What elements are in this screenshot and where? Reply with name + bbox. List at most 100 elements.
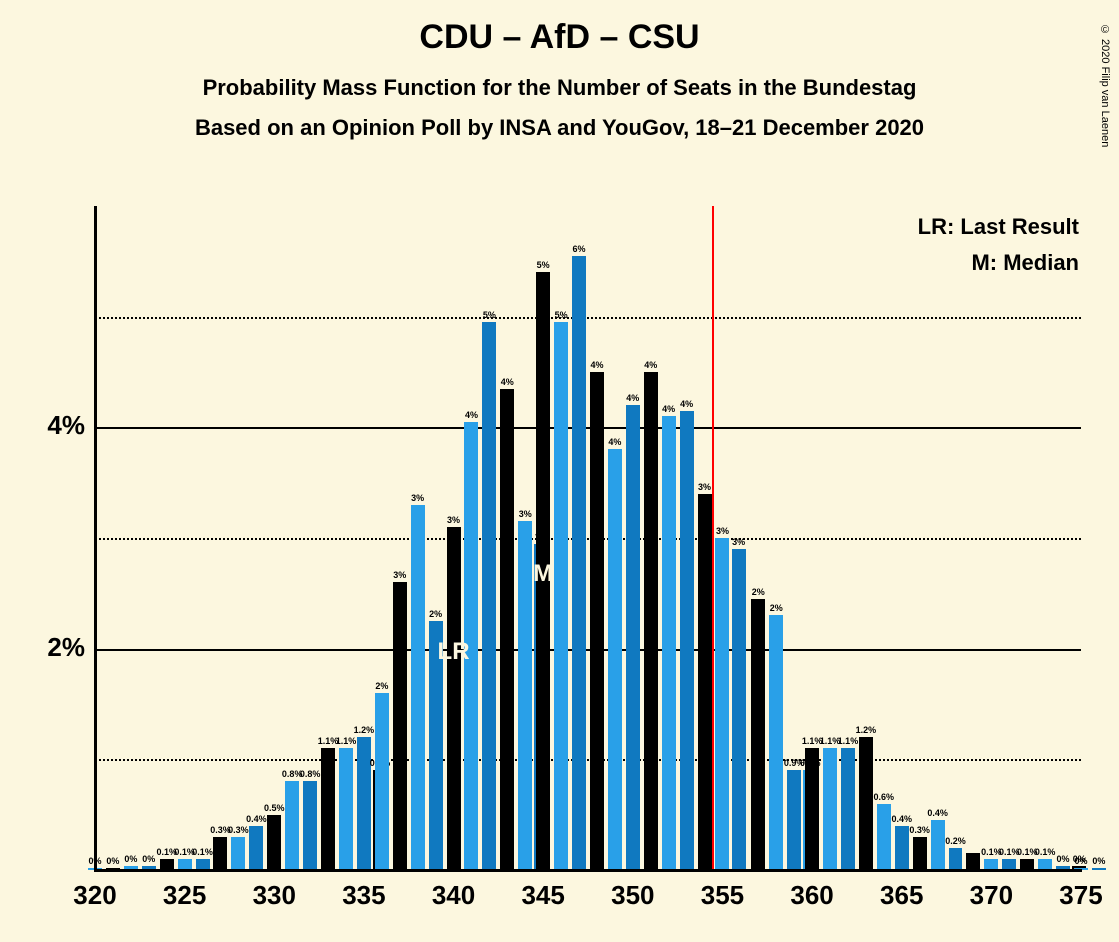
- bar: [841, 748, 855, 870]
- x-tick-label: 355: [701, 880, 744, 911]
- bar-value-label: 0.1%: [1035, 847, 1056, 857]
- grid-major: [95, 427, 1081, 429]
- bar-value-label: 2%: [375, 681, 388, 691]
- bar: [913, 837, 927, 870]
- bar-value-label: 1.2%: [354, 725, 375, 735]
- bar: [554, 322, 568, 870]
- bar-value-label: 4%: [465, 410, 478, 420]
- bar-value-label: 3%: [411, 493, 424, 503]
- x-tick-label: 350: [611, 880, 654, 911]
- bar-value-label: 0.1%: [192, 847, 213, 857]
- bar: [823, 748, 837, 870]
- bar: [680, 411, 694, 870]
- bar-value-label: 1.1%: [336, 736, 357, 746]
- bar-value-label: 0%: [1074, 856, 1087, 866]
- bar-value-label: 1.1%: [838, 736, 859, 746]
- annotation-m: M: [533, 560, 553, 588]
- bar-value-label: 0.4%: [246, 814, 267, 824]
- bar-value-label: 0.4%: [891, 814, 912, 824]
- x-tick-label: 365: [880, 880, 923, 911]
- bar: [931, 820, 945, 870]
- x-tick-label: 360: [790, 880, 833, 911]
- bar-value-label: 3%: [698, 482, 711, 492]
- bar-value-label: 5%: [555, 310, 568, 320]
- bar-value-label: 4%: [501, 377, 514, 387]
- bar-value-label: 1.2%: [856, 725, 877, 735]
- bar: [859, 737, 873, 870]
- bar: [500, 389, 514, 870]
- bar-value-label: 0.6%: [874, 792, 895, 802]
- bar: [751, 599, 765, 870]
- bar: [805, 748, 819, 870]
- bar: [285, 781, 299, 870]
- bar: [769, 615, 783, 870]
- bar: [732, 549, 746, 870]
- bar: [375, 693, 389, 870]
- bar: [267, 815, 281, 870]
- bar: [662, 416, 676, 870]
- bar-value-label: 3%: [716, 526, 729, 536]
- bar-value-label: 2%: [770, 603, 783, 613]
- bar: [518, 521, 532, 870]
- bar-value-label: 0%: [106, 856, 119, 866]
- bar: [895, 826, 909, 870]
- bar-value-label: 4%: [644, 360, 657, 370]
- bar: [572, 256, 586, 870]
- x-tick-label: 345: [521, 880, 564, 911]
- bar-value-label: 4%: [590, 360, 603, 370]
- bar-value-label: 0.2%: [945, 836, 966, 846]
- bar: [590, 372, 604, 870]
- bar-value-label: 3%: [519, 509, 532, 519]
- x-tick-label: 340: [432, 880, 475, 911]
- x-tick-label: 335: [342, 880, 385, 911]
- bar-value-label: 3%: [732, 537, 745, 547]
- bar-value-label: 0%: [142, 854, 155, 864]
- bar-value-label: 3%: [393, 570, 406, 580]
- majority-line: [712, 206, 714, 870]
- x-tick-label: 370: [970, 880, 1013, 911]
- grid-minor: [95, 759, 1081, 761]
- bar: [357, 737, 371, 870]
- x-tick-label: 330: [253, 880, 296, 911]
- bar-value-label: 4%: [608, 437, 621, 447]
- bar: [213, 837, 227, 870]
- grid-minor: [95, 317, 1081, 319]
- bar: [411, 505, 425, 870]
- y-axis: [94, 206, 97, 871]
- y-tick-label: 2%: [35, 632, 85, 663]
- copyright-text: © 2020 Filip van Laenen: [1099, 24, 1111, 147]
- bar-value-label: 6%: [573, 244, 586, 254]
- bar: [393, 582, 407, 870]
- bar-value-label: 0%: [1092, 856, 1105, 866]
- bar-value-label: 2%: [429, 609, 442, 619]
- bar: [966, 853, 980, 870]
- bar-value-label: 5%: [483, 310, 496, 320]
- bar: [626, 405, 640, 870]
- bar-value-label: 4%: [662, 404, 675, 414]
- y-tick-label: 4%: [35, 410, 85, 441]
- chart-title: CDU – AfD – CSU: [0, 18, 1119, 57]
- bar-value-label: 3%: [447, 515, 460, 525]
- x-tick-label: 325: [163, 880, 206, 911]
- bar-value-label: 0.5%: [264, 803, 285, 813]
- bar: [949, 848, 963, 870]
- bar: [787, 770, 801, 870]
- bar: [321, 748, 335, 870]
- annotation-lr: LR: [438, 638, 470, 666]
- bar-value-label: 0.4%: [927, 808, 948, 818]
- bar: [482, 322, 496, 870]
- bar-value-label: 4%: [626, 393, 639, 403]
- bar-value-label: 0.8%: [300, 769, 321, 779]
- bar: [715, 538, 729, 870]
- bar-value-label: 0.3%: [228, 825, 249, 835]
- bar: [644, 372, 658, 870]
- pmf-bar-chart: 2%4%0%0%0%0%0.1%0.1%0.1%0.3%0.3%0.4%0.5%…: [95, 206, 1081, 870]
- bar-value-label: 0%: [1057, 854, 1070, 864]
- bar-value-label: 5%: [537, 260, 550, 270]
- chart-subtitle-1: Probability Mass Function for the Number…: [0, 75, 1119, 101]
- bar: [698, 494, 712, 870]
- bar-value-label: 0.3%: [909, 825, 930, 835]
- x-axis: [94, 869, 1082, 872]
- grid-major: [95, 649, 1081, 651]
- x-tick-label: 320: [73, 880, 116, 911]
